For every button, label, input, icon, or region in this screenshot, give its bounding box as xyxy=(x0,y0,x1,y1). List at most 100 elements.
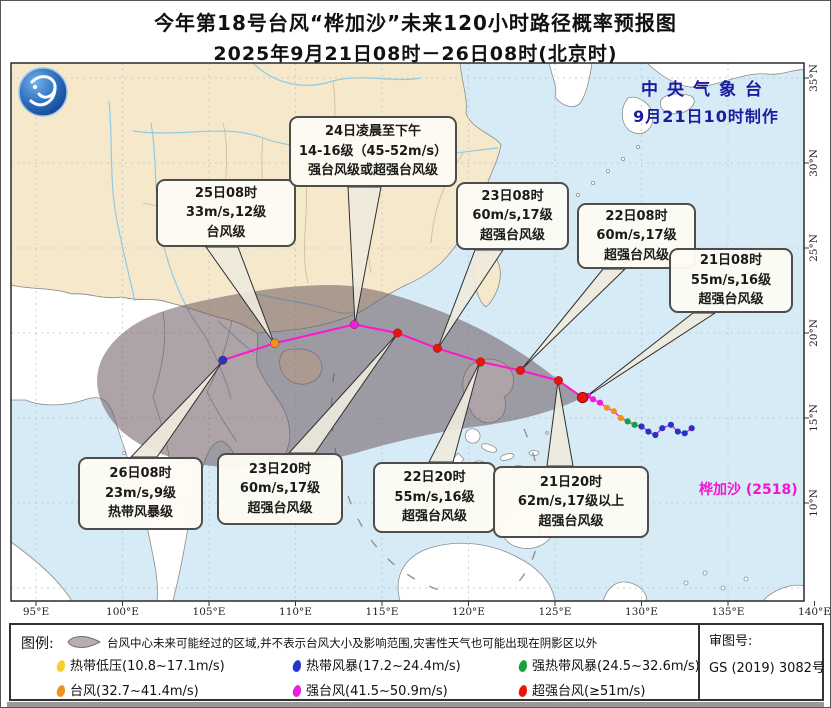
cone-icon xyxy=(67,636,101,648)
lon-axis-label: 100°E xyxy=(106,606,139,618)
box-wind: 55m/s,16级 xyxy=(394,489,475,505)
box-wind: 60m/s,17级 xyxy=(472,208,553,224)
box-wind: 60m/s,17级 xyxy=(596,228,677,244)
leader-wedge-23d08h xyxy=(437,249,504,349)
lon-axis-label: 130°E xyxy=(625,606,658,618)
box-wind: 23m/s,9级 xyxy=(104,485,177,501)
legend-item-label: 台风(32.7~41.4m/s) xyxy=(70,684,199,699)
approval-block: 审图号: GS (2019) 3082号 xyxy=(709,635,825,675)
forecast-point-SuperTY xyxy=(476,357,486,367)
history-point-TS xyxy=(688,425,695,432)
forecast-point-SuperTY xyxy=(553,376,563,386)
box-category: 强台风级或超强台风级 xyxy=(307,163,438,179)
box-wind: 14-16级（45-52m/s） xyxy=(298,143,448,159)
box-category: 热带风暴级 xyxy=(107,505,173,521)
legend-divider xyxy=(698,625,700,699)
history-point-STS xyxy=(631,421,638,428)
history-point-TS xyxy=(674,428,681,435)
legend-intensity-dot xyxy=(55,684,67,698)
history-point-TS xyxy=(645,428,652,435)
land-sulawesi xyxy=(602,581,647,602)
cma-logo xyxy=(18,67,68,117)
lon-axis-label: 135°E xyxy=(712,606,745,618)
page-title: 今年第18号台风“桦加沙”未来120小时路径概率预报图 xyxy=(154,11,677,35)
legend-item-label: 热带风暴(17.2~24.4m/s) xyxy=(306,659,461,674)
lon-axis-label: 95°E xyxy=(23,606,49,618)
forecast-point-STY xyxy=(349,320,359,330)
history-point-TS xyxy=(638,423,645,430)
box-category: 台风级 xyxy=(206,224,246,240)
forecast-point-TY xyxy=(270,338,280,348)
box-category: 超强台风级 xyxy=(698,292,764,308)
credit-block: 中央气象台 9月21日10时制作 xyxy=(613,75,799,127)
history-point-STS xyxy=(624,418,631,425)
approval-label: 审图号: xyxy=(709,634,753,649)
land-honshu xyxy=(645,62,805,88)
box-time: 26日08时 xyxy=(109,466,172,482)
land-mindoro xyxy=(465,428,481,444)
forecast-label-box-21d08h: 21日08时 55m/s,16级 超强台风级 xyxy=(669,248,793,313)
history-point-TY xyxy=(610,408,617,415)
lat-axis-label: 15°N xyxy=(808,404,820,432)
forecast-label-box-25d08h: 25日08时 33m/s,12级 台风级 xyxy=(156,179,296,247)
legend-item: 强热带风暴(24.5~32.6m/s) xyxy=(517,655,700,674)
forecast-label-box-22d20h: 22日20时 55m/s,16级 超强台风级 xyxy=(373,462,496,533)
credit-agency: 中央气象台 xyxy=(641,80,771,100)
forecast-label-box-24d: 24日凌晨至下午 14-16级（45-52m/s） 强台风级或超强台风级 xyxy=(289,116,457,187)
box-wind: 33m/s,12级 xyxy=(185,205,267,221)
legend-box: 图例: 台风中心未来可能经过的区域,并不表示台风大小及影响范围,灾害性天气也可能… xyxy=(9,623,825,701)
legend-item-label: 强热带风暴(24.5~32.6m/s) xyxy=(532,659,700,674)
lat-axis-label: 25°N xyxy=(808,234,820,262)
box-wind: 60m/s,17级 xyxy=(239,481,321,497)
box-category: 超强台风级 xyxy=(479,227,545,243)
history-point-TS xyxy=(652,431,659,439)
land-korea xyxy=(548,62,593,107)
bottom-shadow-bar xyxy=(7,702,824,707)
lat-axis-label: 20°N xyxy=(808,319,820,347)
land-kyushu xyxy=(621,96,654,134)
leader-wedge-25d08h xyxy=(205,246,275,344)
legend-intensity-dot xyxy=(291,659,303,673)
legend-intensity-dot xyxy=(517,684,529,698)
legend-cone-note: 台风中心未来可能经过的区域,并不表示台风大小及影响范围,灾害性天气也可能出现在阴… xyxy=(107,636,598,650)
box-time: 21日08时 xyxy=(699,253,763,269)
box-time: 23日20时 xyxy=(248,461,312,477)
leader-wedge-21d08h xyxy=(582,312,717,400)
forecast-label-box-22d08h: 22日08时 60m/s,17级 超强台风级 xyxy=(577,203,696,269)
lon-axis-label: 125°E xyxy=(539,606,572,618)
lon-axis-label: 105°E xyxy=(193,606,226,618)
box-time: 23日08时 xyxy=(481,188,544,204)
page-subtitle: 2025年9月21日08时－26日08时(北京时) xyxy=(213,43,618,65)
leader-wedge-22d08h xyxy=(520,268,627,371)
forecast-point-SuperTY xyxy=(393,328,403,338)
forecast-point-SuperTY xyxy=(432,343,442,353)
lon-axis-label: 115°E xyxy=(366,606,399,618)
legend-item: 台风(32.7~41.4m/s) xyxy=(55,680,199,699)
forecast-point-TS xyxy=(218,355,228,365)
lon-axis-label: 140°E xyxy=(798,606,831,618)
lat-axis-label: 35°N xyxy=(808,64,820,92)
lon-axis-label: 110°E xyxy=(279,606,312,618)
forecast-label-box-26d08h: 26日08时 23m/s,9级 热带风暴级 xyxy=(78,457,203,530)
leader-wedges xyxy=(129,186,717,467)
current-position-point xyxy=(577,391,589,404)
legend-item-label: 强台风(41.5~50.9m/s) xyxy=(306,684,448,699)
box-category: 超强台风级 xyxy=(538,513,604,529)
map-frame xyxy=(10,62,805,602)
history-point-TS xyxy=(667,421,675,428)
box-time: 21日20时 xyxy=(539,474,603,490)
box-category: 超强台风级 xyxy=(603,247,669,263)
legend-item: 强台风(41.5~50.9m/s) xyxy=(291,680,448,699)
legend-item: 热带低压(10.8~17.1m/s) xyxy=(55,655,225,674)
leader-wedge-24d xyxy=(347,186,382,325)
credit-issue-time: 9月21日10时制作 xyxy=(633,107,779,126)
box-category: 超强台风级 xyxy=(401,509,467,525)
history-point-TS xyxy=(659,425,666,432)
lat-axis-label: 30°N xyxy=(808,149,820,177)
legend-item: 超强台风(≥51m/s) xyxy=(517,680,646,699)
lat-axis-label: 10°N xyxy=(808,489,820,517)
legend-item-label: 超强台风(≥51m/s) xyxy=(532,684,646,699)
history-point-STY xyxy=(589,396,597,403)
land-shikoku xyxy=(660,93,695,115)
